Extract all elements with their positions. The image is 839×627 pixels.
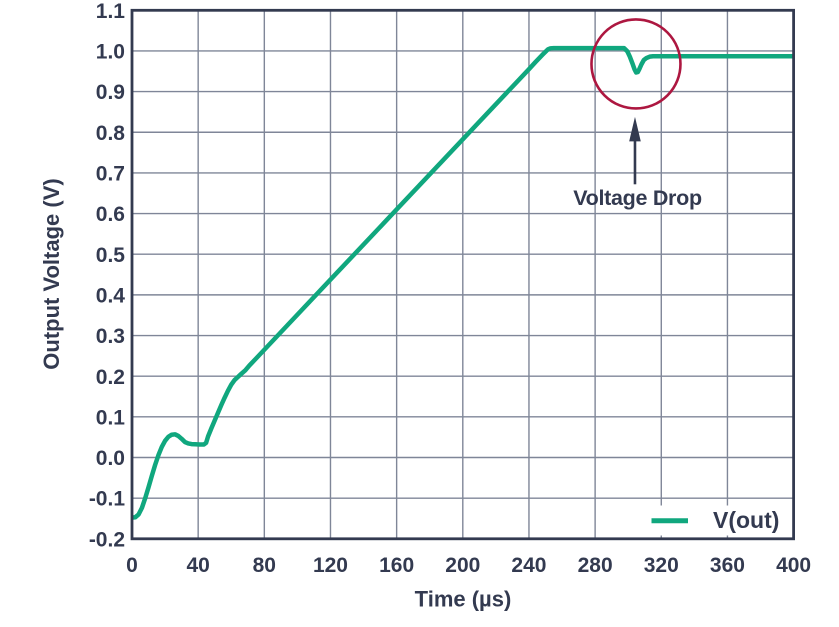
x-tick-label: 40 bbox=[186, 554, 209, 577]
y-axis-title: Output Voltage (V) bbox=[39, 178, 64, 369]
y-tick-label: 0.0 bbox=[96, 447, 125, 470]
y-tick-label: 1.0 bbox=[96, 41, 125, 64]
y-tick-label: -0.1 bbox=[89, 488, 126, 511]
highlight-circle bbox=[590, 18, 682, 110]
x-tick-label: 240 bbox=[511, 554, 546, 577]
x-tick-label: 0 bbox=[126, 554, 138, 577]
x-tick-label: 120 bbox=[313, 554, 348, 577]
grid-lines bbox=[132, 10, 794, 539]
plot-border bbox=[130, 8, 795, 541]
x-tick-label: 360 bbox=[710, 554, 745, 577]
y-tick-label: 0.1 bbox=[96, 406, 126, 429]
x-tick-labels: 0 40 80 120 160 200 240 280 320 360 400 bbox=[126, 554, 811, 577]
x-tick-label: 160 bbox=[379, 554, 414, 577]
y-tick-label: 0.2 bbox=[96, 366, 125, 389]
y-tick-labels: -0.2 -0.1 0.0 0.1 0.2 0.3 0.4 0.5 0.6 0.7 0.8 0.9 1.… bbox=[89, 0, 126, 551]
y-tick-label: 0.6 bbox=[96, 203, 125, 226]
y-tick-label: 0.5 bbox=[96, 244, 126, 267]
annotation-shapes bbox=[590, 18, 682, 185]
x-tick-label: 80 bbox=[253, 554, 276, 577]
legend-label: V(out) bbox=[713, 507, 779, 533]
y-tick-label: 0.8 bbox=[96, 122, 126, 145]
x-tick-label: 400 bbox=[776, 554, 811, 577]
series-group bbox=[132, 45, 794, 520]
y-tick-label: 0.9 bbox=[96, 81, 125, 104]
x-tick-label: 280 bbox=[578, 554, 613, 577]
arrow-head-icon bbox=[629, 116, 641, 142]
series-line-vout bbox=[132, 45, 794, 520]
y-tick-label: 0.3 bbox=[96, 325, 125, 348]
annotation-label: Voltage Drop bbox=[573, 186, 702, 210]
x-tick-label: 200 bbox=[445, 554, 480, 577]
y-tick-label: 0.4 bbox=[96, 284, 126, 307]
x-tick-label: 320 bbox=[644, 554, 679, 577]
y-tick-label: 0.7 bbox=[96, 163, 125, 186]
x-axis-title: Time (µs) bbox=[415, 587, 512, 612]
y-tick-label: -0.2 bbox=[89, 528, 125, 551]
y-tick-label: 1.1 bbox=[96, 0, 126, 23]
